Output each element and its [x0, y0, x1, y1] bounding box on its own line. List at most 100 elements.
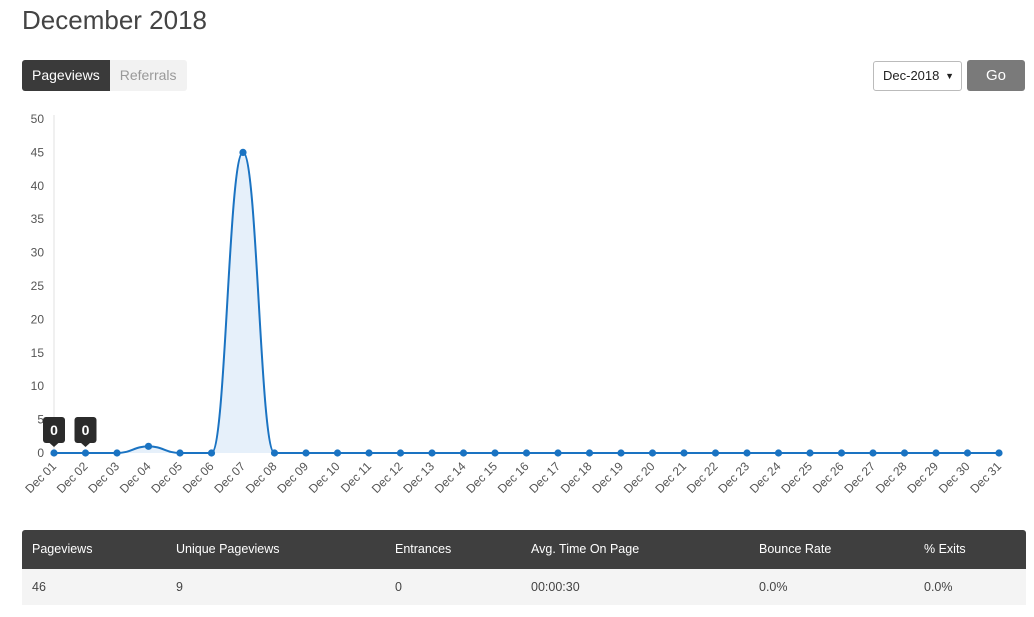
data-point-dec-10 [333, 449, 342, 457]
stats-table: Pageviews Unique Pageviews Entrances Avg… [22, 530, 1026, 605]
x-tick-label: Dec 11 [338, 459, 374, 495]
data-point-dec-09 [302, 449, 310, 457]
x-tick-label: Dec 26 [810, 459, 847, 496]
data-point-dec-11 [365, 449, 373, 457]
data-point-dec-05 [176, 449, 184, 457]
x-tick-label: Dec 27 [841, 459, 878, 496]
data-point-dec-08 [270, 449, 279, 457]
x-tick-label: Dec 02 [54, 459, 91, 496]
data-point-dec-21 [680, 449, 688, 457]
tooltip-arrow [80, 442, 91, 447]
x-tick-label: Dec 01 [22, 459, 59, 496]
y-tick-label: 20 [31, 312, 45, 326]
tooltip-text: 0 [50, 422, 58, 438]
stats-header-row: Pageviews Unique Pageviews Entrances Avg… [22, 530, 1026, 569]
x-tick-label: Dec 16 [495, 459, 532, 496]
series-area [54, 152, 999, 453]
x-tick-label: Dec 17 [526, 459, 563, 496]
x-tick-label: Dec 08 [243, 459, 280, 496]
x-tick-label: Dec 07 [211, 459, 248, 496]
x-tick-label: Dec 10 [306, 459, 343, 496]
y-tick-label: 15 [31, 346, 45, 360]
data-point-dec-02 [81, 449, 90, 457]
x-tick-label: Dec 13 [400, 459, 437, 496]
data-point-dec-04 [144, 442, 153, 450]
y-tick-label: 30 [31, 246, 45, 260]
x-tick-label: Dec 28 [873, 459, 910, 496]
data-point-dec-14 [459, 449, 468, 457]
page-title: December 2018 [22, 5, 207, 35]
data-point-dec-17 [554, 449, 562, 457]
stats-value-pageviews: 46 [32, 580, 46, 594]
stats-header-pageviews: Pageviews [32, 542, 93, 556]
x-tick-label: Dec 19 [589, 459, 626, 496]
stats-header-bounce-rate: Bounce Rate [759, 542, 832, 556]
x-tick-label: Dec 31 [967, 459, 1004, 496]
data-point-dec-20 [648, 449, 657, 457]
x-tick-label: Dec 20 [621, 459, 658, 496]
tab-referrals[interactable]: Referrals [109, 60, 187, 91]
y-tick-label: 45 [31, 145, 45, 159]
go-button[interactable]: Go [967, 60, 1025, 91]
data-point-dec-16 [522, 449, 531, 457]
x-tick-label: Dec 21 [652, 459, 689, 496]
y-tick-label: 25 [31, 279, 45, 293]
data-point-dec-25 [806, 449, 814, 457]
tooltip-arrow [49, 442, 59, 447]
y-tick-label: 40 [31, 179, 45, 193]
month-select[interactable]: Dec-2018 ▼ [873, 61, 962, 91]
tooltip-text: 0 [82, 422, 90, 438]
y-tick-label: 5 [37, 413, 44, 427]
data-point-dec-24 [774, 449, 783, 457]
data-point-dec-31 [995, 449, 1003, 457]
month-select-value: Dec-2018 [883, 68, 940, 83]
x-tick-label: Dec 03 [85, 459, 122, 496]
y-tick-label: 50 [31, 112, 45, 126]
stats-header-unique-pageviews: Unique Pageviews [176, 542, 280, 556]
y-tick-label: 0 [37, 446, 44, 460]
x-tick-label: Dec 24 [747, 459, 784, 496]
data-point-dec-19 [617, 449, 625, 457]
y-tick-label: 10 [31, 379, 45, 393]
x-tick-label: Dec 05 [148, 459, 185, 496]
data-point-dec-26 [837, 449, 846, 457]
data-point-dec-23 [743, 449, 751, 457]
stats-value-row: 46 9 0 00:00:30 0.0% 0.0% [22, 569, 1026, 605]
data-point-dec-12 [396, 449, 405, 457]
data-point-dec-28 [900, 449, 909, 457]
stats-value-entrances: 0 [395, 580, 402, 594]
x-tick-label: Dec 04 [117, 459, 154, 496]
tab-pageviews[interactable]: Pageviews [22, 60, 110, 91]
stats-value-unique-pageviews: 9 [176, 580, 183, 594]
tooltip-box [74, 417, 97, 443]
x-tick-label: Dec 06 [180, 459, 217, 496]
data-point-dec-15 [491, 449, 499, 457]
stats-value-avg-time: 00:00:30 [531, 580, 580, 594]
data-point-dec-13 [428, 449, 436, 457]
x-tick-label: Dec 14 [432, 459, 469, 496]
x-tick-label: Dec 18 [558, 459, 595, 496]
x-tick-label: Dec 23 [715, 459, 752, 496]
x-tick-label: Dec 30 [936, 459, 973, 496]
stats-header-entrances: Entrances [395, 542, 452, 556]
data-point-dec-18 [585, 449, 594, 457]
stats-value-bounce-rate: 0.0% [759, 580, 788, 594]
stats-header-avg-time: Avg. Time On Page [531, 542, 640, 556]
x-tick-label: Dec 09 [274, 459, 311, 496]
x-tick-label: Dec 12 [369, 459, 406, 496]
data-point-dec-06 [207, 449, 216, 457]
data-point-dec-27 [869, 449, 877, 457]
x-tick-label: Dec 25 [778, 459, 815, 496]
view-tabs: Pageviews Referrals [22, 60, 187, 91]
chevron-down-icon: ▼ [945, 71, 954, 81]
data-point-dec-03 [113, 449, 121, 457]
stats-header-exits: % Exits [924, 542, 966, 556]
y-tick-label: 35 [31, 212, 45, 226]
data-point-dec-30 [963, 449, 972, 457]
x-tick-label: Dec 29 [904, 459, 941, 496]
data-point-dec-29 [932, 449, 940, 457]
data-point-dec-22 [711, 449, 720, 457]
x-tick-label: Dec 15 [463, 459, 500, 496]
series-line [54, 151, 999, 454]
